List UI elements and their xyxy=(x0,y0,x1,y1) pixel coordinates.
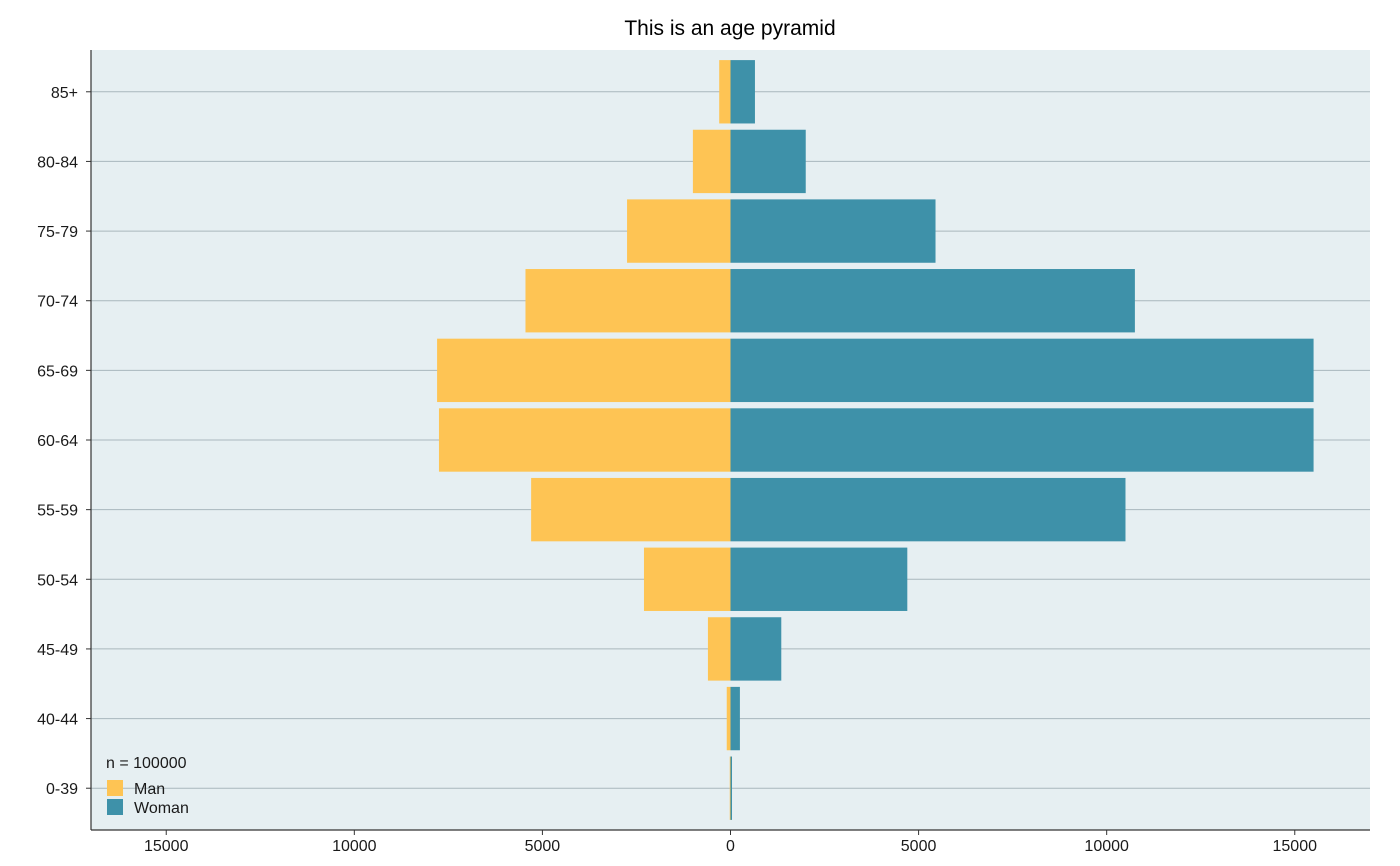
bar-woman-50-54 xyxy=(730,547,908,611)
y-tick-label: 65-69 xyxy=(37,363,78,380)
bar-woman-55-59 xyxy=(730,477,1126,542)
bar-man-0-39 xyxy=(729,756,731,820)
bar-woman-60-64 xyxy=(730,408,1314,472)
legend: n = 100000 Man Woman xyxy=(106,755,189,817)
chart-title: This is an age pyramid xyxy=(624,17,835,40)
bar-woman-85+ xyxy=(730,60,755,124)
legend-swatch-woman xyxy=(107,799,123,815)
y-tick-label: 85+ xyxy=(51,85,78,102)
legend-title: n = 100000 xyxy=(106,755,187,772)
bar-woman-45-49 xyxy=(730,617,782,681)
bar-man-50-54 xyxy=(643,547,731,611)
bar-man-65-69 xyxy=(437,338,731,403)
axes: 0-39 40-44 45-49 50-54 55-59 60-64 65-69 70-74 7… xyxy=(37,50,1370,855)
bar-woman-0-39 xyxy=(730,756,733,820)
bar-woman-40-44 xyxy=(730,686,740,751)
bar-man-55-59 xyxy=(531,477,731,542)
bar-man-40-44 xyxy=(726,686,731,751)
x-tick-label: 10000 xyxy=(1084,838,1129,855)
x-tick-label: 15000 xyxy=(144,838,189,855)
bar-man-80-84 xyxy=(692,129,731,194)
x-tick-label: 5000 xyxy=(901,838,937,855)
y-tick-label: 60-64 xyxy=(37,433,78,450)
legend-swatch-man xyxy=(107,780,123,796)
y-tick-label: 40-44 xyxy=(37,712,78,729)
legend-label-man: Man xyxy=(134,781,165,798)
bar-man-75-79 xyxy=(627,199,731,263)
bar-marks xyxy=(437,60,1314,820)
y-tick-label: 70-74 xyxy=(37,294,78,311)
y-tick-label: 55-59 xyxy=(37,503,78,520)
bar-woman-70-74 xyxy=(730,269,1135,333)
bar-man-70-74 xyxy=(525,269,731,333)
y-tick-label: 75-79 xyxy=(37,224,78,241)
bar-woman-65-69 xyxy=(730,338,1314,403)
bar-woman-75-79 xyxy=(730,199,936,263)
bar-woman-80-84 xyxy=(730,129,806,194)
bar-man-45-49 xyxy=(707,617,731,681)
bar-man-60-64 xyxy=(438,408,731,472)
legend-label-woman: Woman xyxy=(134,800,189,817)
y-tick-label: 45-49 xyxy=(37,642,78,659)
y-tick-label: 0-39 xyxy=(46,781,78,798)
y-tick-label: 50-54 xyxy=(37,572,78,589)
bar-man-85+ xyxy=(719,60,731,124)
x-tick-label: 10000 xyxy=(332,838,377,855)
x-tick-label: 5000 xyxy=(525,838,561,855)
x-tick-label: 15000 xyxy=(1273,838,1318,855)
y-tick-label: 80-84 xyxy=(37,154,78,171)
x-tick-label: 0 xyxy=(726,838,735,855)
